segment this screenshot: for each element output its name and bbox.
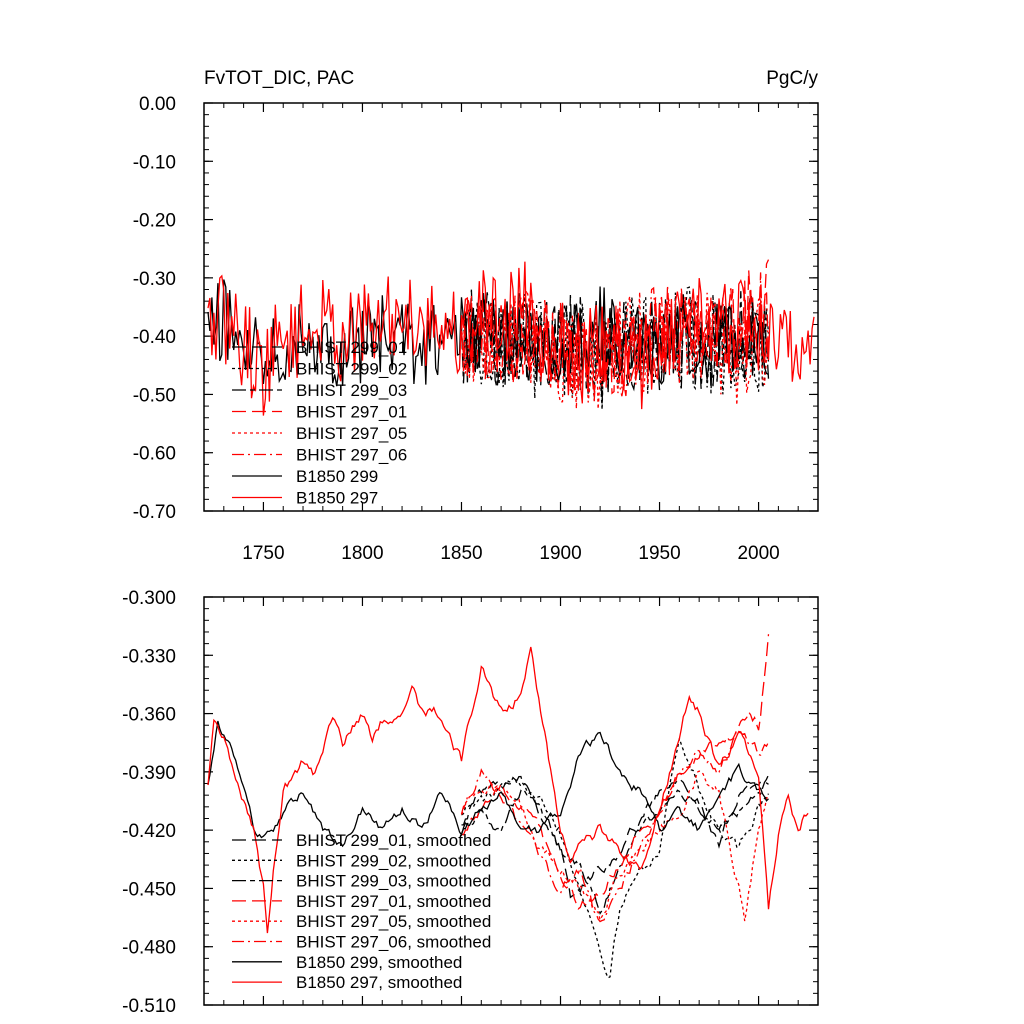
- top-ytick-label: 0.00: [139, 94, 176, 115]
- bottom-ytick-label: -0.510: [122, 996, 176, 1017]
- bottom-series-line: [461, 775, 769, 899]
- bottom-series-line: [207, 720, 769, 848]
- top-series-line: [460, 259, 770, 395]
- bottom-series-line: [461, 634, 770, 910]
- top-ytick-label: -0.40: [133, 327, 176, 348]
- top-xtick-label: 1950: [638, 543, 680, 564]
- top-ytick-label: -0.20: [133, 211, 176, 232]
- bottom-ytick-label: -0.300: [122, 588, 176, 609]
- top-legend-label: BHIST 297_05: [296, 424, 407, 443]
- top-ytick-label: -0.30: [133, 269, 176, 290]
- bottom-ytick-label: -0.420: [122, 821, 176, 842]
- top-xtick-label: 1750: [242, 543, 284, 564]
- top-xtick-label: 2000: [737, 543, 779, 564]
- top-xtick-label: 1850: [440, 543, 482, 564]
- top-legend-label: BHIST 299_03: [296, 381, 407, 400]
- top-legend-label: B1850 299: [296, 467, 378, 486]
- bottom-legend-label: BHIST 299_01, smoothed: [296, 831, 491, 850]
- bottom-ytick-label: -0.480: [122, 938, 176, 959]
- top-series-line: [207, 261, 815, 416]
- top-ytick-label: -0.10: [133, 152, 176, 173]
- top-legend-label: B1850 297: [296, 489, 378, 508]
- top-plot-frame: [203, 102, 819, 512]
- bottom-series-line: [460, 729, 770, 923]
- bottom-ytick-label: -0.390: [122, 763, 176, 784]
- top-ytick-label: -0.50: [133, 385, 176, 406]
- bottom-ytick-label: -0.360: [122, 705, 176, 726]
- bottom-legend-label: B1850 297, smoothed: [296, 973, 462, 992]
- bottom-series-line: [460, 770, 770, 922]
- bottom-legend-label: BHIST 297_01, smoothed: [296, 892, 491, 911]
- top-xtick-label: 1800: [341, 543, 383, 564]
- top-legend: BHIST 299_01 BHIST 299_02 BHIST 299_03 BHIS…: [232, 338, 407, 508]
- top-legend-label: BHIST 299_01: [296, 338, 407, 357]
- bottom-panel: -0.300 -0.330 -0.360 -0.390 -0.420 -0.450 -0.4…: [122, 588, 819, 1017]
- bottom-legend-label: BHIST 297_05, smoothed: [296, 912, 491, 931]
- top-series-lines: [207, 259, 815, 416]
- bottom-legend-label: BHIST 297_06, smoothed: [296, 933, 491, 952]
- bottom-legend-label: BHIST 299_02, smoothed: [296, 851, 491, 870]
- bottom-series-line: [461, 738, 770, 979]
- top-legend-label: BHIST 297_06: [296, 446, 407, 465]
- bottom-ytick-label: -0.330: [122, 646, 176, 667]
- top-legend-label: BHIST 299_02: [296, 360, 407, 379]
- bottom-series-line: [207, 646, 809, 934]
- bottom-series-lines: [207, 634, 809, 979]
- bottom-legend-label: BHIST 299_03, smoothed: [296, 872, 491, 891]
- top-panel: FvTOT_DIC, PAC PgC/y 0.00 -0.10 -0.20 -0.30…: [133, 68, 819, 564]
- top-units-label: PgC/y: [766, 68, 818, 89]
- top-axis-ticks: 0.00 -0.10 -0.20 -0.30 -0.40 -0.50 -0.60 -0.70 1…: [133, 94, 819, 564]
- top-xtick-label: 1900: [539, 543, 581, 564]
- bottom-legend-label: B1850 299, smoothed: [296, 953, 462, 972]
- top-title: FvTOT_DIC, PAC: [204, 68, 354, 89]
- top-legend-label: BHIST 297_01: [296, 403, 407, 422]
- bottom-plot-frame: [203, 596, 819, 1006]
- bottom-ytick-label: -0.450: [122, 879, 176, 900]
- top-ytick-label: -0.60: [133, 444, 176, 465]
- bottom-series-line: [460, 774, 770, 915]
- top-ytick-label: -0.70: [133, 502, 176, 523]
- bottom-axis-ticks: -0.300 -0.330 -0.360 -0.390 -0.420 -0.450 -0.4…: [122, 588, 819, 1017]
